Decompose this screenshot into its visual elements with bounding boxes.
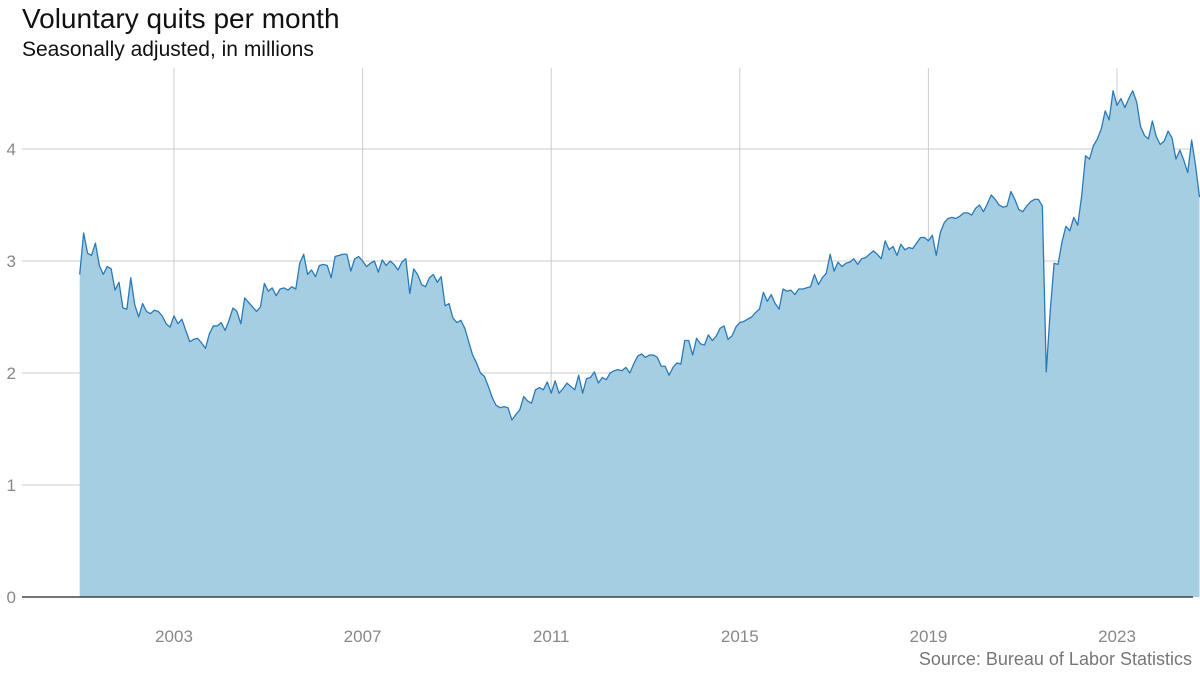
x-tick-label-2023: 2023: [1098, 627, 1136, 646]
x-tick-label-2019: 2019: [909, 627, 947, 646]
x-tick-label-2015: 2015: [721, 627, 759, 646]
x-tick-label-2003: 2003: [155, 627, 193, 646]
x-tick-label-2007: 2007: [344, 627, 382, 646]
source-note: Source: Bureau of Labor Statistics: [918, 649, 1192, 669]
y-tick-label-3: 3: [7, 252, 16, 271]
area-fill: [79, 90, 1200, 597]
y-tick-label-1: 1: [7, 476, 16, 495]
x-tick-label-2011: 2011: [533, 627, 570, 646]
chart-subtitle: Seasonally adjusted, in millions: [22, 38, 314, 61]
series-line: [79, 90, 1200, 421]
y-tick-label-0: 0: [7, 588, 16, 607]
chart-title: Voluntary quits per month: [22, 3, 340, 34]
y-tick-label-2: 2: [7, 364, 16, 383]
y-tick-label-4: 4: [7, 140, 16, 159]
